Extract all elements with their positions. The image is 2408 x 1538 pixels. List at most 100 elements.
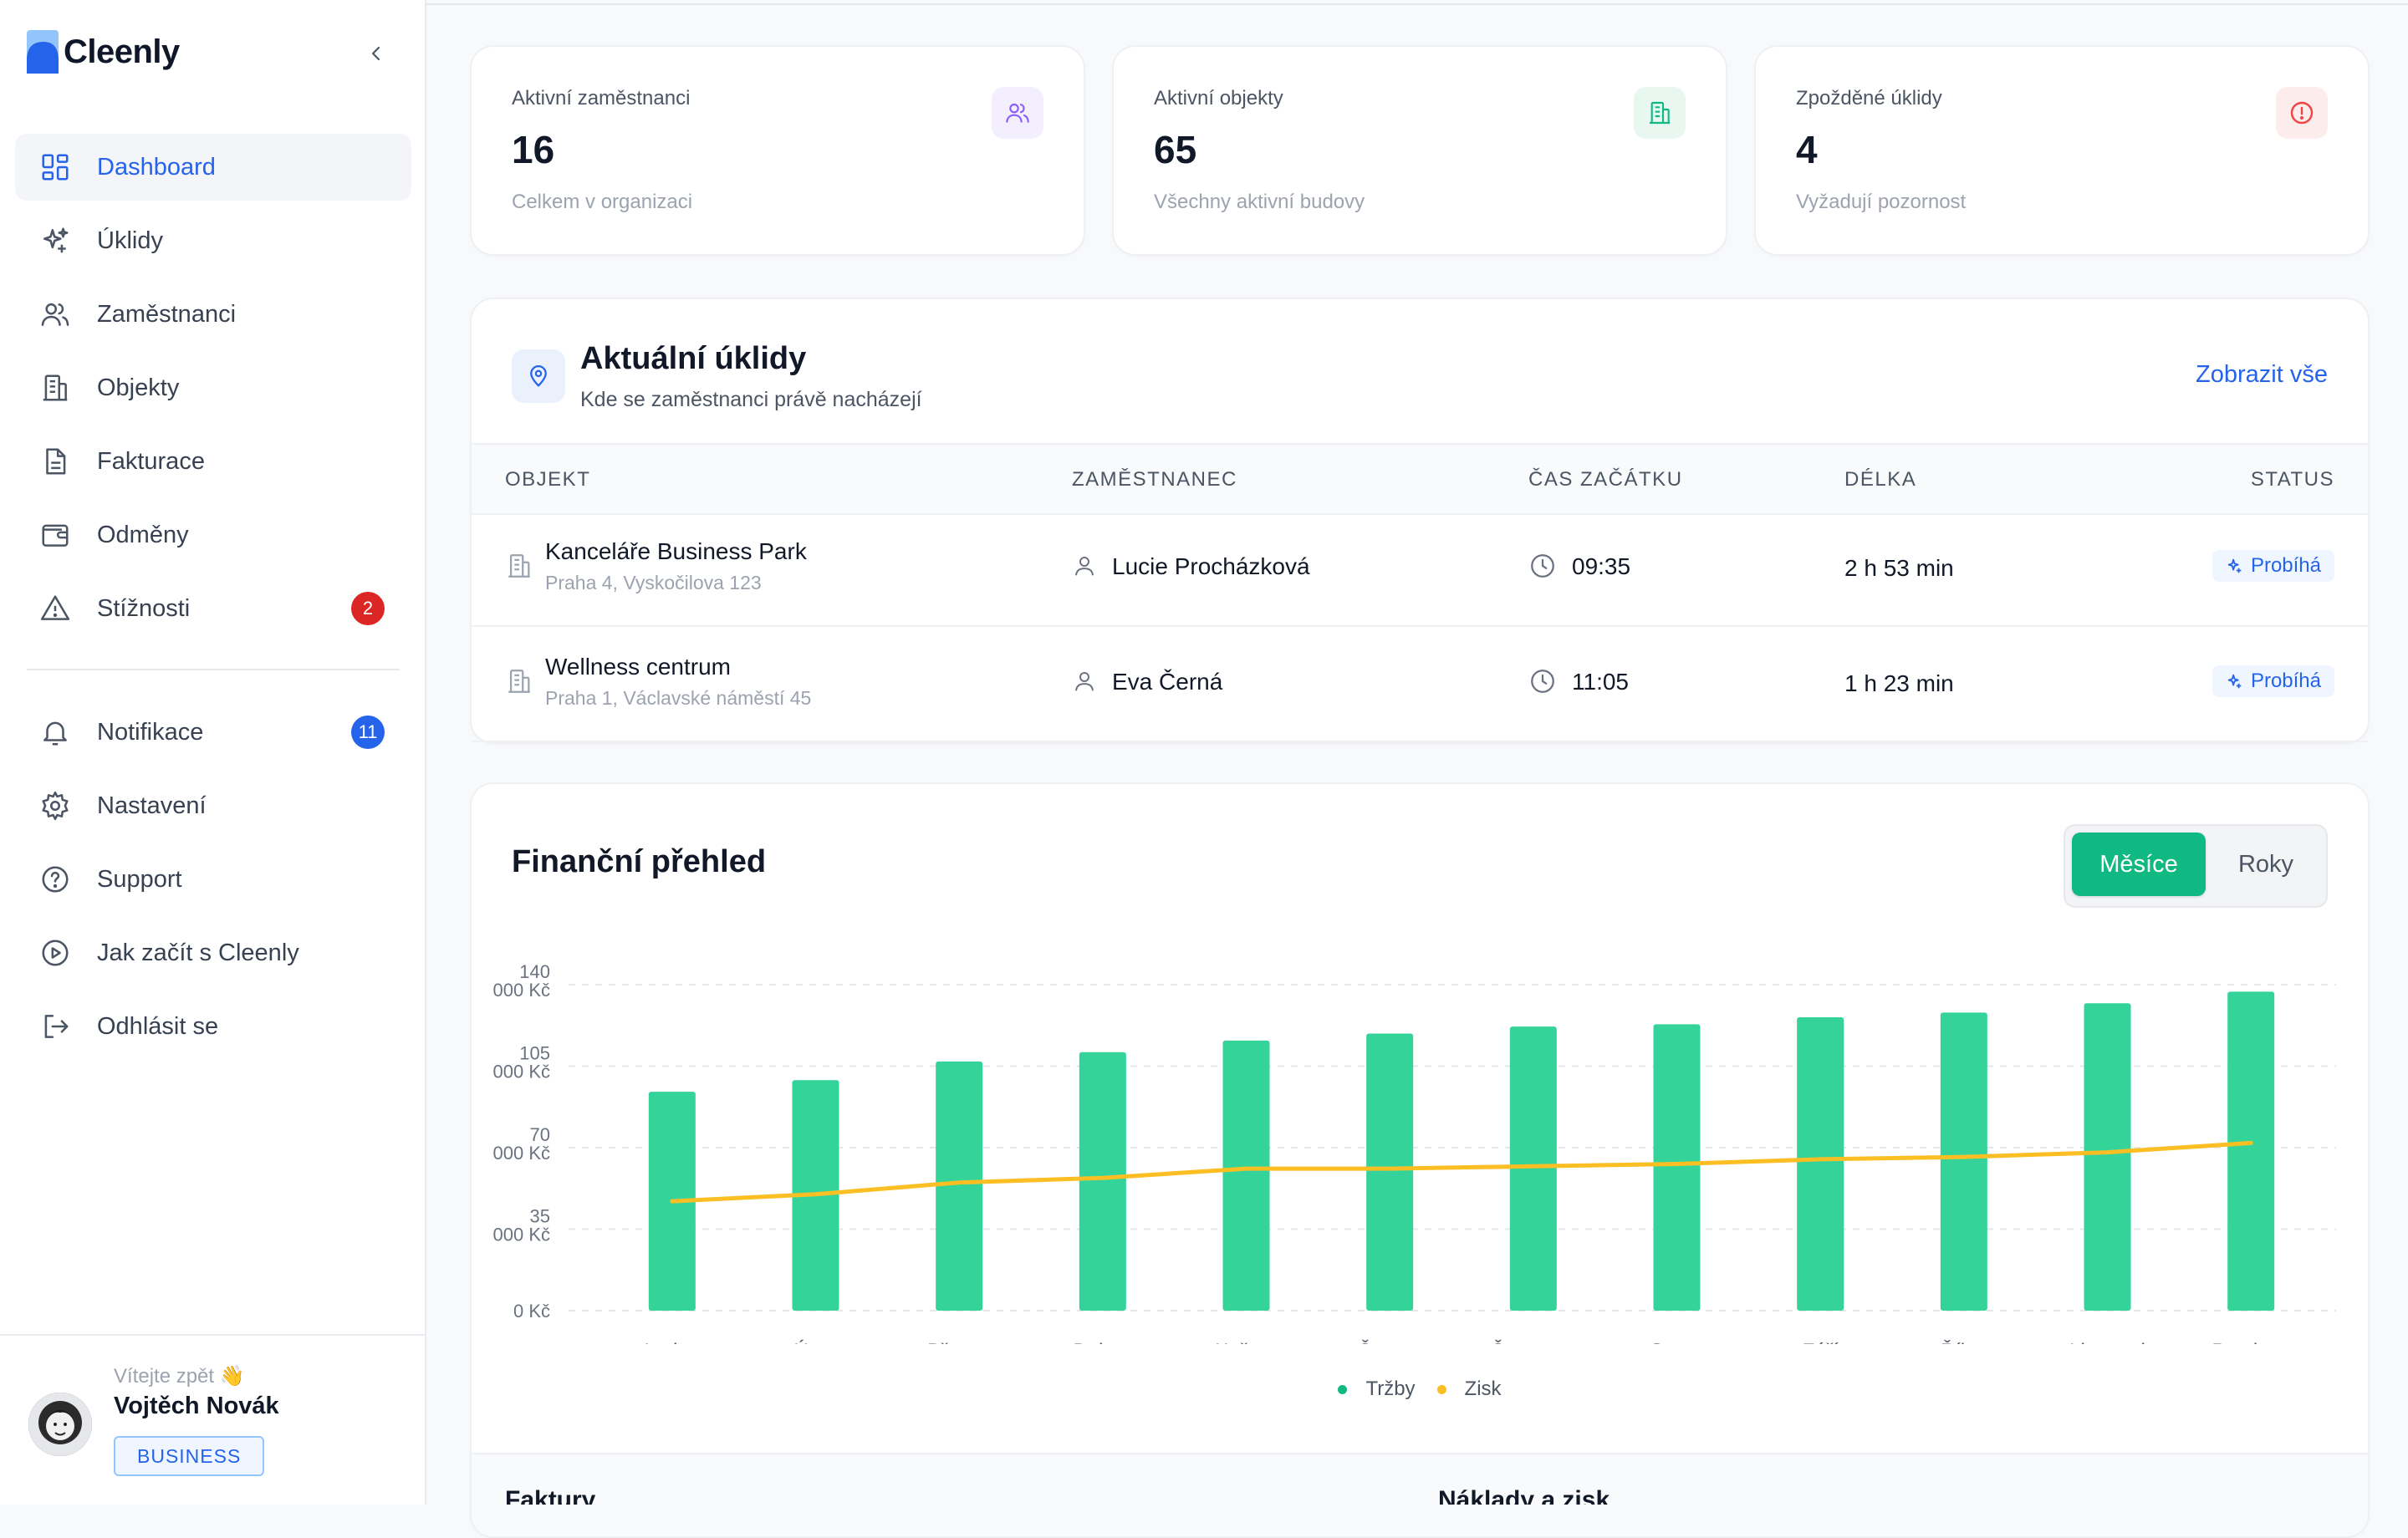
x-tick-label: Prosinec: [2212, 1340, 2289, 1344]
logo[interactable]: Cleenly: [27, 30, 180, 74]
bar: [1222, 1040, 1270, 1311]
x-tick-label: Listopad: [2069, 1340, 2145, 1344]
sidebar-item-label: Objekty: [97, 374, 180, 401]
y-tick-label: 105 000 Kč: [493, 1043, 551, 1082]
stat-card[interactable]: Zpožděné úklidy 4 Vyžadují pozornost: [1754, 45, 2370, 256]
column-header-start[interactable]: ČAS ZAČÁTKU: [1528, 468, 1683, 491]
sidebar-item-zaměstnanci[interactable]: Zaměstnanci: [15, 281, 411, 348]
bar: [936, 1061, 983, 1311]
invoices-title: Faktury: [505, 1486, 596, 1505]
stat-subtitle: Vyžadují pozornost: [1796, 191, 1967, 213]
top-divider: [425, 0, 2408, 5]
x-tick-label: Září: [1803, 1340, 1839, 1344]
sidebar-item-dashboard[interactable]: Dashboard: [15, 134, 411, 201]
start-time: 11:05: [1572, 669, 1629, 695]
start-time: 09:35: [1572, 553, 1631, 579]
status-badge: Probíhá: [2212, 665, 2334, 697]
employee-name: Eva Černá: [1112, 669, 1223, 695]
object-address: Praha 4, Vyskočilova 123: [545, 572, 762, 593]
collapse-sidebar-button[interactable]: [361, 38, 391, 69]
column-header-employee[interactable]: ZAMĚSTNANEC: [1072, 468, 1237, 491]
user-name: Vojtěch Novák: [114, 1393, 279, 1419]
costs-profit-title: Náklady a zisk: [1438, 1486, 1610, 1505]
stat-label: Zpožděné úklidy: [1796, 87, 1942, 109]
sidebar-item-nastavení[interactable]: Nastavení: [15, 772, 411, 839]
app-name: Cleenly: [64, 33, 180, 70]
sidebar-item-label: Odhlásit se: [97, 1012, 219, 1040]
toggle-months[interactable]: Měsíce: [2072, 833, 2206, 896]
current-cleanings-card: Aktuální úklidy Kde se zaměstnanci právě…: [470, 298, 2370, 744]
y-tick-label: 70 000 Kč: [493, 1124, 551, 1164]
employee-name: Lucie Procházková: [1112, 553, 1310, 579]
column-header-duration[interactable]: DÉLKA: [1844, 468, 1917, 491]
table-row[interactable]: Kanceláře Business Park Praha 4, Vyskočil…: [472, 512, 2368, 627]
logout-icon: [38, 1010, 72, 1043]
stat-value: 4: [1796, 128, 1818, 171]
person-icon: [1072, 669, 1097, 694]
play-icon: [38, 936, 72, 970]
column-header-status[interactable]: STATUS: [2250, 468, 2334, 491]
legend-item-profit[interactable]: Zisk: [1436, 1378, 1502, 1401]
chart-legend: Tržby Zisk: [472, 1378, 2368, 1401]
y-tick-label: 140 000 Kč: [493, 961, 551, 1001]
bar: [1366, 1033, 1414, 1311]
profit-line: [670, 1140, 2253, 1204]
object-address: Praha 1, Václavské náměstí 45: [545, 687, 812, 709]
gear-icon: [38, 789, 72, 822]
sidebar-item-label: Úklidy: [97, 227, 163, 254]
logo-icon: [27, 30, 60, 74]
sidebar-item-stížnosti[interactable]: Stížnosti 2: [15, 575, 411, 642]
stat-card[interactable]: Aktivní objekty 65 Všechny aktivní budovy: [1112, 45, 1727, 256]
sidebar-item-objekty[interactable]: Objekty: [15, 354, 411, 421]
x-tick-label: Červenec: [1490, 1339, 1576, 1344]
bar: [1797, 1017, 1844, 1311]
users-icon: [992, 87, 1043, 139]
alert-circle-icon: [2276, 87, 2328, 139]
sidebar-item-label: Nastavení: [97, 792, 207, 819]
avatar[interactable]: [28, 1393, 92, 1456]
clock-icon: [1528, 667, 1557, 695]
sidebar-item-label: Stížnosti: [97, 594, 191, 622]
main-content: Aktivní zaměstnanci 16 Celkem v organizaci…: [425, 0, 2408, 1538]
x-tick-label: Duben: [1073, 1340, 1132, 1344]
wallet-icon: [38, 518, 72, 552]
x-tick-label: Únor: [793, 1340, 837, 1344]
x-tick-label: Březen: [927, 1340, 991, 1344]
sidebar-nav: Dashboard Úklidy Zaměstnanci Objekty Faktura…: [15, 134, 411, 1067]
column-header-object[interactable]: OBJEKT: [505, 468, 591, 491]
sidebar-item-odhlásit-se[interactable]: Odhlásit se: [15, 993, 411, 1060]
legend-item-revenue[interactable]: Tržby: [1338, 1378, 1416, 1401]
bar: [1653, 1024, 1701, 1311]
lower-section: [472, 1453, 2368, 1536]
toggle-years[interactable]: Roky: [2237, 850, 2294, 878]
sidebar-item-label: Notifikace: [97, 718, 204, 746]
stat-card[interactable]: Aktivní zaměstnanci 16 Celkem v organizaci: [470, 45, 1085, 256]
object-name: Kanceláře Business Park: [545, 538, 807, 564]
sidebar-item-fakturace[interactable]: Fakturace: [15, 428, 411, 495]
stat-value: 65: [1154, 128, 1197, 171]
spark-small-icon: [2226, 672, 2244, 690]
x-tick-label: Leden: [644, 1340, 700, 1344]
sidebar-item-label: Odměny: [97, 521, 189, 548]
view-all-link[interactable]: Zobrazit vše: [2196, 361, 2328, 388]
welcome-text: Vítejte zpět 👋: [114, 1365, 245, 1388]
sidebar-item-label: Jak začít s Cleenly: [97, 939, 299, 966]
sidebar-item-úklidy[interactable]: Úklidy: [15, 207, 411, 274]
sidebar-item-label: Support: [97, 865, 182, 893]
grid-icon: [38, 150, 72, 184]
table-row[interactable]: Wellness centrum Praha 1, Václavské náměs…: [472, 627, 2368, 742]
table-header: OBJEKT ZAMĚSTNANEC ČAS ZAČÁTKU DÉLKA STA…: [472, 443, 2368, 515]
sidebar-item-jak-začít-s-cleenly[interactable]: Jak začít s Cleenly: [15, 919, 411, 986]
chevron-left-icon: [371, 46, 380, 61]
users-icon: [38, 298, 72, 331]
building-icon: [505, 552, 533, 580]
sidebar-item-notifikace[interactable]: Notifikace 11: [15, 699, 411, 766]
count-badge: 11: [351, 716, 385, 749]
stat-label: Aktivní zaměstnanci: [512, 87, 691, 109]
sidebar-item-odměny[interactable]: Odměny: [15, 502, 411, 568]
stat-subtitle: Všechny aktivní budovy: [1154, 191, 1365, 213]
sidebar-item-support[interactable]: Support: [15, 846, 411, 913]
x-tick-label: Říjen: [1941, 1340, 1987, 1344]
status-badge: Probíhá: [2212, 550, 2334, 582]
